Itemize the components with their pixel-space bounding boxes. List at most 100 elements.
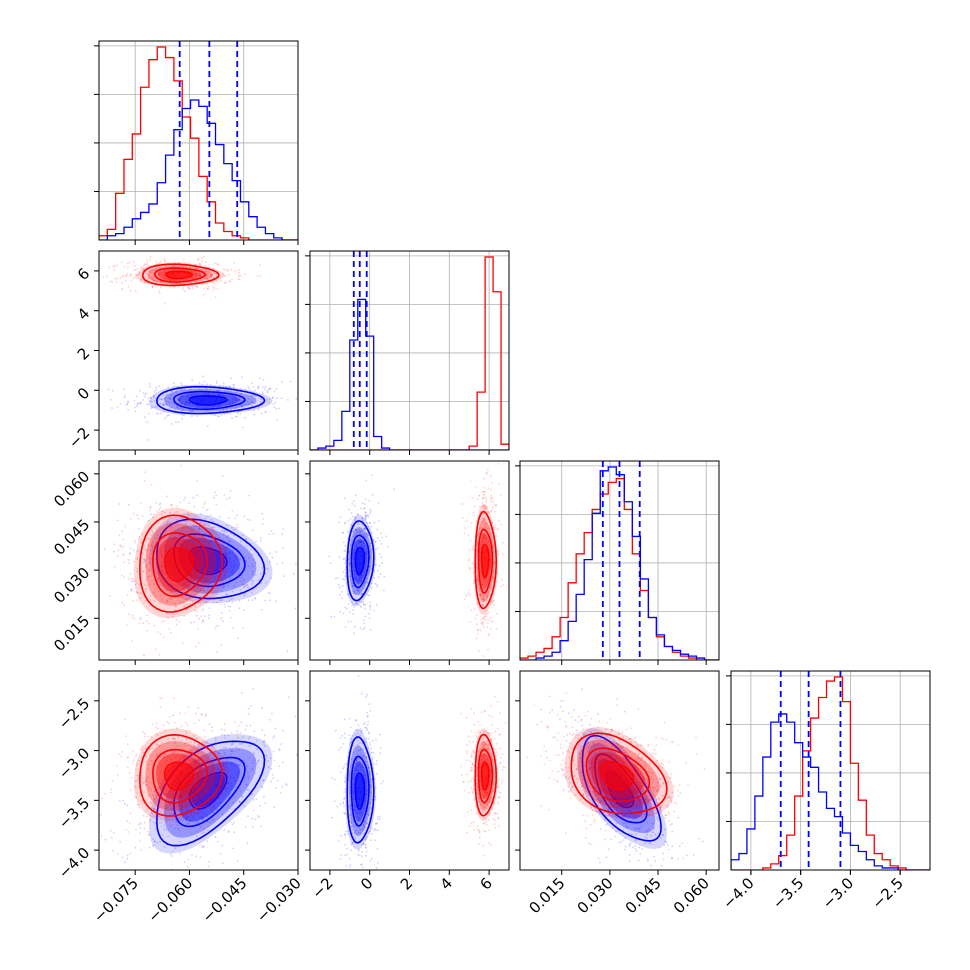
scatter-point-red <box>183 601 185 604</box>
scatter-point-red <box>157 589 160 592</box>
scatter-point-blue <box>348 508 350 511</box>
scatter-point-red <box>137 271 140 274</box>
scatter-point-blue <box>355 769 357 772</box>
scatter-point-blue <box>155 828 157 830</box>
scatter-point-red <box>150 781 152 784</box>
scatter-point-red <box>169 788 172 791</box>
scatter-point-blue <box>245 389 248 392</box>
scatter-point-red <box>163 619 165 622</box>
scatter-point-red <box>126 624 128 626</box>
scatter-point-red <box>111 780 114 782</box>
scatter-point-red <box>178 583 181 586</box>
scatter-point-blue <box>362 769 364 772</box>
scatter-point-red <box>492 600 495 603</box>
scatter-point-blue <box>367 589 369 592</box>
scatter-point-blue <box>203 580 206 583</box>
scatter-point-blue <box>348 804 351 807</box>
scatter-point-blue <box>146 403 149 406</box>
scatter-point-blue <box>159 821 161 824</box>
scatter-point-red <box>222 540 225 542</box>
scatter-point-red <box>465 716 468 719</box>
scatter-point-red <box>235 548 238 551</box>
scatter-point-blue <box>341 532 344 534</box>
scatter-point-red <box>223 248 225 250</box>
scatter-point-blue <box>354 576 357 579</box>
scatter-point-blue <box>365 552 368 554</box>
scatter-point-blue <box>344 497 346 499</box>
scatter-point-red <box>133 512 136 515</box>
scatter-point-red <box>476 586 479 589</box>
scatter-point-red <box>183 527 185 529</box>
scatter-point-red <box>185 593 188 595</box>
scatter-point-red <box>157 571 160 574</box>
scatter-point-red <box>489 497 492 500</box>
scatter-point-blue <box>253 597 256 600</box>
scatter-point-blue <box>254 561 257 564</box>
scatter-point-blue <box>366 812 368 815</box>
scatter-point-blue <box>286 650 289 653</box>
scatter-point-blue <box>365 479 368 482</box>
scatter-point-red <box>125 275 127 278</box>
scatter-point-red <box>210 760 212 763</box>
scatter-point-blue <box>374 796 377 798</box>
scatter-point-blue <box>216 380 218 383</box>
scatter-point-blue <box>207 865 210 868</box>
scatter-point-red <box>493 572 496 575</box>
scatter-point-blue <box>349 820 352 822</box>
scatter-point-blue <box>360 580 362 582</box>
scatter-point-red <box>231 278 233 281</box>
scatter-point-red <box>475 485 478 488</box>
scatter-point-blue <box>264 385 267 388</box>
scatter-point-blue <box>234 407 236 410</box>
scatter-point-red <box>487 618 489 621</box>
scatter-point-red <box>473 749 475 752</box>
scatter-point-red <box>151 747 154 750</box>
scatter-point-red <box>206 816 209 818</box>
scatter-point-blue <box>228 557 231 560</box>
scatter-point-red <box>487 761 489 764</box>
scatter-point-blue <box>232 384 235 387</box>
scatter-point-blue <box>183 814 186 817</box>
scatter-point-red <box>198 263 200 265</box>
scatter-point-blue <box>252 409 255 412</box>
scatter-point-red <box>165 762 168 765</box>
scatter-point-red <box>163 827 166 830</box>
scatter-point-red <box>144 779 147 782</box>
scatter-point-blue <box>252 753 255 756</box>
scatter-point-blue <box>369 555 372 558</box>
scatter-point-blue <box>355 602 358 605</box>
scatter-point-red <box>482 537 484 540</box>
scatter-point-blue <box>375 548 377 551</box>
scatter-point-red <box>470 756 473 759</box>
scatter-point-red <box>476 602 479 605</box>
scatter-point-red <box>159 756 162 758</box>
scatter-point-red <box>183 756 185 759</box>
scatter-point-blue <box>366 822 369 825</box>
scatter-point-blue <box>153 400 156 402</box>
scatter-point-red <box>194 758 196 760</box>
scatter-point-blue <box>364 820 367 823</box>
scatter-point-blue <box>362 628 365 631</box>
scatter-point-red <box>111 281 113 283</box>
scatter-point-blue <box>348 786 351 789</box>
scatter-point-red <box>148 583 151 586</box>
scatter-point-red <box>184 262 187 265</box>
scatter-point-blue <box>350 826 352 829</box>
scatter-point-blue <box>374 786 377 789</box>
scatter-point-blue <box>223 736 226 739</box>
scatter-point-red <box>229 807 232 810</box>
scatter-point-red <box>115 281 118 283</box>
scatter-point-blue <box>227 782 229 785</box>
scatter-point-red <box>157 271 159 274</box>
scatter-point-red <box>481 744 484 747</box>
scatter-point-blue <box>364 843 367 846</box>
scatter-point-red <box>167 544 170 547</box>
scatter-point-blue <box>361 592 363 595</box>
scatter-point-blue <box>151 793 154 796</box>
scatter-point-blue <box>379 733 381 736</box>
scatter-point-blue <box>148 833 151 836</box>
scatter-point-blue <box>364 518 367 521</box>
scatter-point-blue <box>250 400 253 403</box>
scatter-point-blue <box>355 532 358 535</box>
scatter-point-red <box>185 732 188 735</box>
